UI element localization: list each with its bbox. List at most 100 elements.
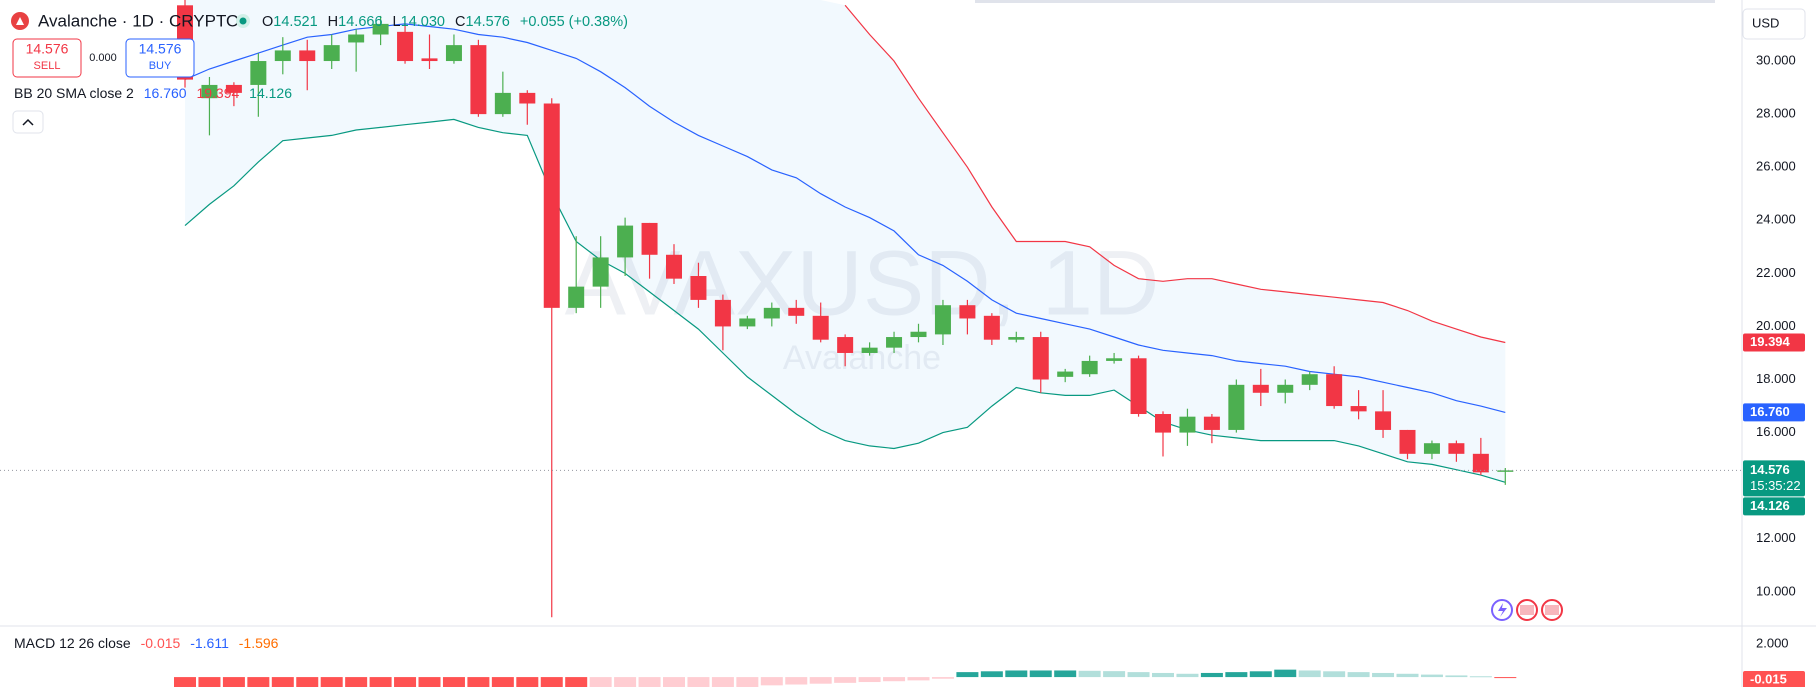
macd-bar xyxy=(1029,670,1052,678)
close-value: 14.576 xyxy=(466,14,510,30)
macd-bar xyxy=(1054,670,1077,678)
candle-body xyxy=(470,45,487,115)
candle-body xyxy=(1228,384,1245,430)
candle-body xyxy=(543,103,560,308)
ohlc-legend: O14.521 H14.666 L14.030 C14.576 +0.055 (… xyxy=(262,14,628,30)
bb-upper-badge: 19.394 xyxy=(1750,334,1791,349)
top-scrollbar xyxy=(975,0,1715,3)
candle-body xyxy=(934,305,951,335)
candle-body xyxy=(1155,414,1171,433)
collapse-button[interactable] xyxy=(12,110,44,134)
candle-body xyxy=(788,307,805,316)
countdown: 15:35:22 xyxy=(1750,478,1801,493)
bb-basis-value: 16.760 xyxy=(144,85,187,101)
macd-bar xyxy=(1152,672,1174,678)
c-label: C xyxy=(455,14,465,30)
macd-bar xyxy=(1225,672,1248,678)
macd-bar xyxy=(907,677,930,681)
candle-body xyxy=(568,286,585,308)
candle-body xyxy=(1326,374,1343,407)
candle-body xyxy=(1497,470,1514,472)
macd-bar xyxy=(1494,677,1517,679)
bb-basis-badge: 16.760 xyxy=(1750,404,1790,419)
macd-bar xyxy=(858,677,881,683)
spread: 0.000 xyxy=(89,52,117,64)
macd-bar xyxy=(198,677,221,687)
sell-price[interactable]: 14.576 xyxy=(26,41,69,57)
macd-bar xyxy=(1372,672,1395,678)
macd-bar xyxy=(785,677,808,685)
buy-label[interactable]: BUY xyxy=(149,60,172,72)
candle-body xyxy=(886,337,903,348)
currency[interactable]: USD xyxy=(1752,15,1779,30)
event-icons[interactable] xyxy=(1491,599,1563,621)
candle-body xyxy=(397,31,414,62)
signal-value: -1.596 xyxy=(239,635,279,651)
change: +0.055 (+0.38%) xyxy=(520,14,628,30)
macd-legend: MACD 12 26 close -0.015 -1.611 -1.596 xyxy=(14,635,279,651)
candle-body xyxy=(250,61,267,85)
candle-body xyxy=(445,45,462,62)
macd-bar xyxy=(687,677,710,687)
macd-bar xyxy=(980,671,1003,678)
candle-body xyxy=(1008,337,1025,340)
candle-body xyxy=(1106,358,1123,361)
candle-body xyxy=(1130,358,1147,415)
candle-body xyxy=(1032,337,1049,380)
macd-bar xyxy=(1298,670,1321,678)
macd-bar xyxy=(663,677,685,687)
candle-body xyxy=(421,58,438,62)
candle-body xyxy=(1252,384,1269,393)
candle-body xyxy=(910,331,927,338)
macd-bar xyxy=(614,677,637,687)
candle-body xyxy=(1081,360,1098,375)
candle-body xyxy=(225,84,242,93)
candle-body xyxy=(1399,429,1416,454)
currency-button[interactable]: USD xyxy=(1742,8,1806,40)
sell-button[interactable]: 14.576 SELL xyxy=(12,38,82,78)
macd-bar xyxy=(1200,672,1223,678)
y-tick-label: 10.000 xyxy=(1756,583,1796,598)
macd-bar xyxy=(516,677,539,687)
macd-pane xyxy=(174,669,1517,687)
y-tick-label: 12.000 xyxy=(1756,530,1796,545)
last-price-badge: 14.576 xyxy=(1750,462,1790,477)
candle-body xyxy=(1423,443,1440,454)
candle-body xyxy=(739,318,756,327)
candle-body xyxy=(1179,416,1196,433)
buy-button[interactable]: 14.576 BUY xyxy=(125,38,195,78)
macd-bar xyxy=(491,677,514,687)
macd-bar xyxy=(834,677,857,683)
watermark-sub: Avalanche xyxy=(783,339,941,377)
bb-upper-line xyxy=(844,4,1506,344)
bb-basis-badge-bg xyxy=(1743,403,1805,422)
macd-bar xyxy=(394,677,417,687)
sell-label[interactable]: SELL xyxy=(34,60,61,72)
last-price-badge-bg xyxy=(1743,460,1805,497)
candle-body xyxy=(1350,406,1367,412)
macd-bar xyxy=(1127,672,1150,678)
macd-bar xyxy=(565,677,588,687)
macd-bar xyxy=(369,677,392,687)
macd-bar xyxy=(1396,673,1419,678)
macd-bar xyxy=(174,677,196,687)
macd-bar xyxy=(1347,672,1370,678)
candle-body xyxy=(641,222,658,255)
candle-body xyxy=(983,315,1000,340)
candle-body xyxy=(299,50,316,62)
macd-bar xyxy=(222,677,245,687)
h-label: H xyxy=(328,14,338,30)
macd-bar xyxy=(1445,675,1468,678)
candle-body xyxy=(1277,384,1294,393)
macd-hist-value: -0.015 xyxy=(141,635,181,651)
macd-bar xyxy=(931,677,954,679)
macd-bar xyxy=(1005,670,1028,678)
macd-bar xyxy=(883,677,906,682)
candle-body xyxy=(519,92,536,104)
candle-body xyxy=(274,50,291,62)
candle-body xyxy=(690,276,707,300)
macd-bar xyxy=(467,677,490,687)
macd-bar xyxy=(736,677,759,687)
buy-price[interactable]: 14.576 xyxy=(139,41,182,57)
